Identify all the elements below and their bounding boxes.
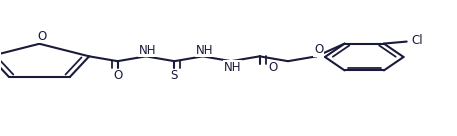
Text: NH: NH xyxy=(138,44,156,57)
Text: NH: NH xyxy=(196,44,213,57)
Text: Cl: Cl xyxy=(411,34,423,47)
Text: O: O xyxy=(37,30,46,43)
Text: O: O xyxy=(113,69,122,82)
Text: S: S xyxy=(170,69,178,82)
Text: O: O xyxy=(269,61,278,74)
Text: O: O xyxy=(314,43,323,56)
Text: NH: NH xyxy=(224,61,241,74)
